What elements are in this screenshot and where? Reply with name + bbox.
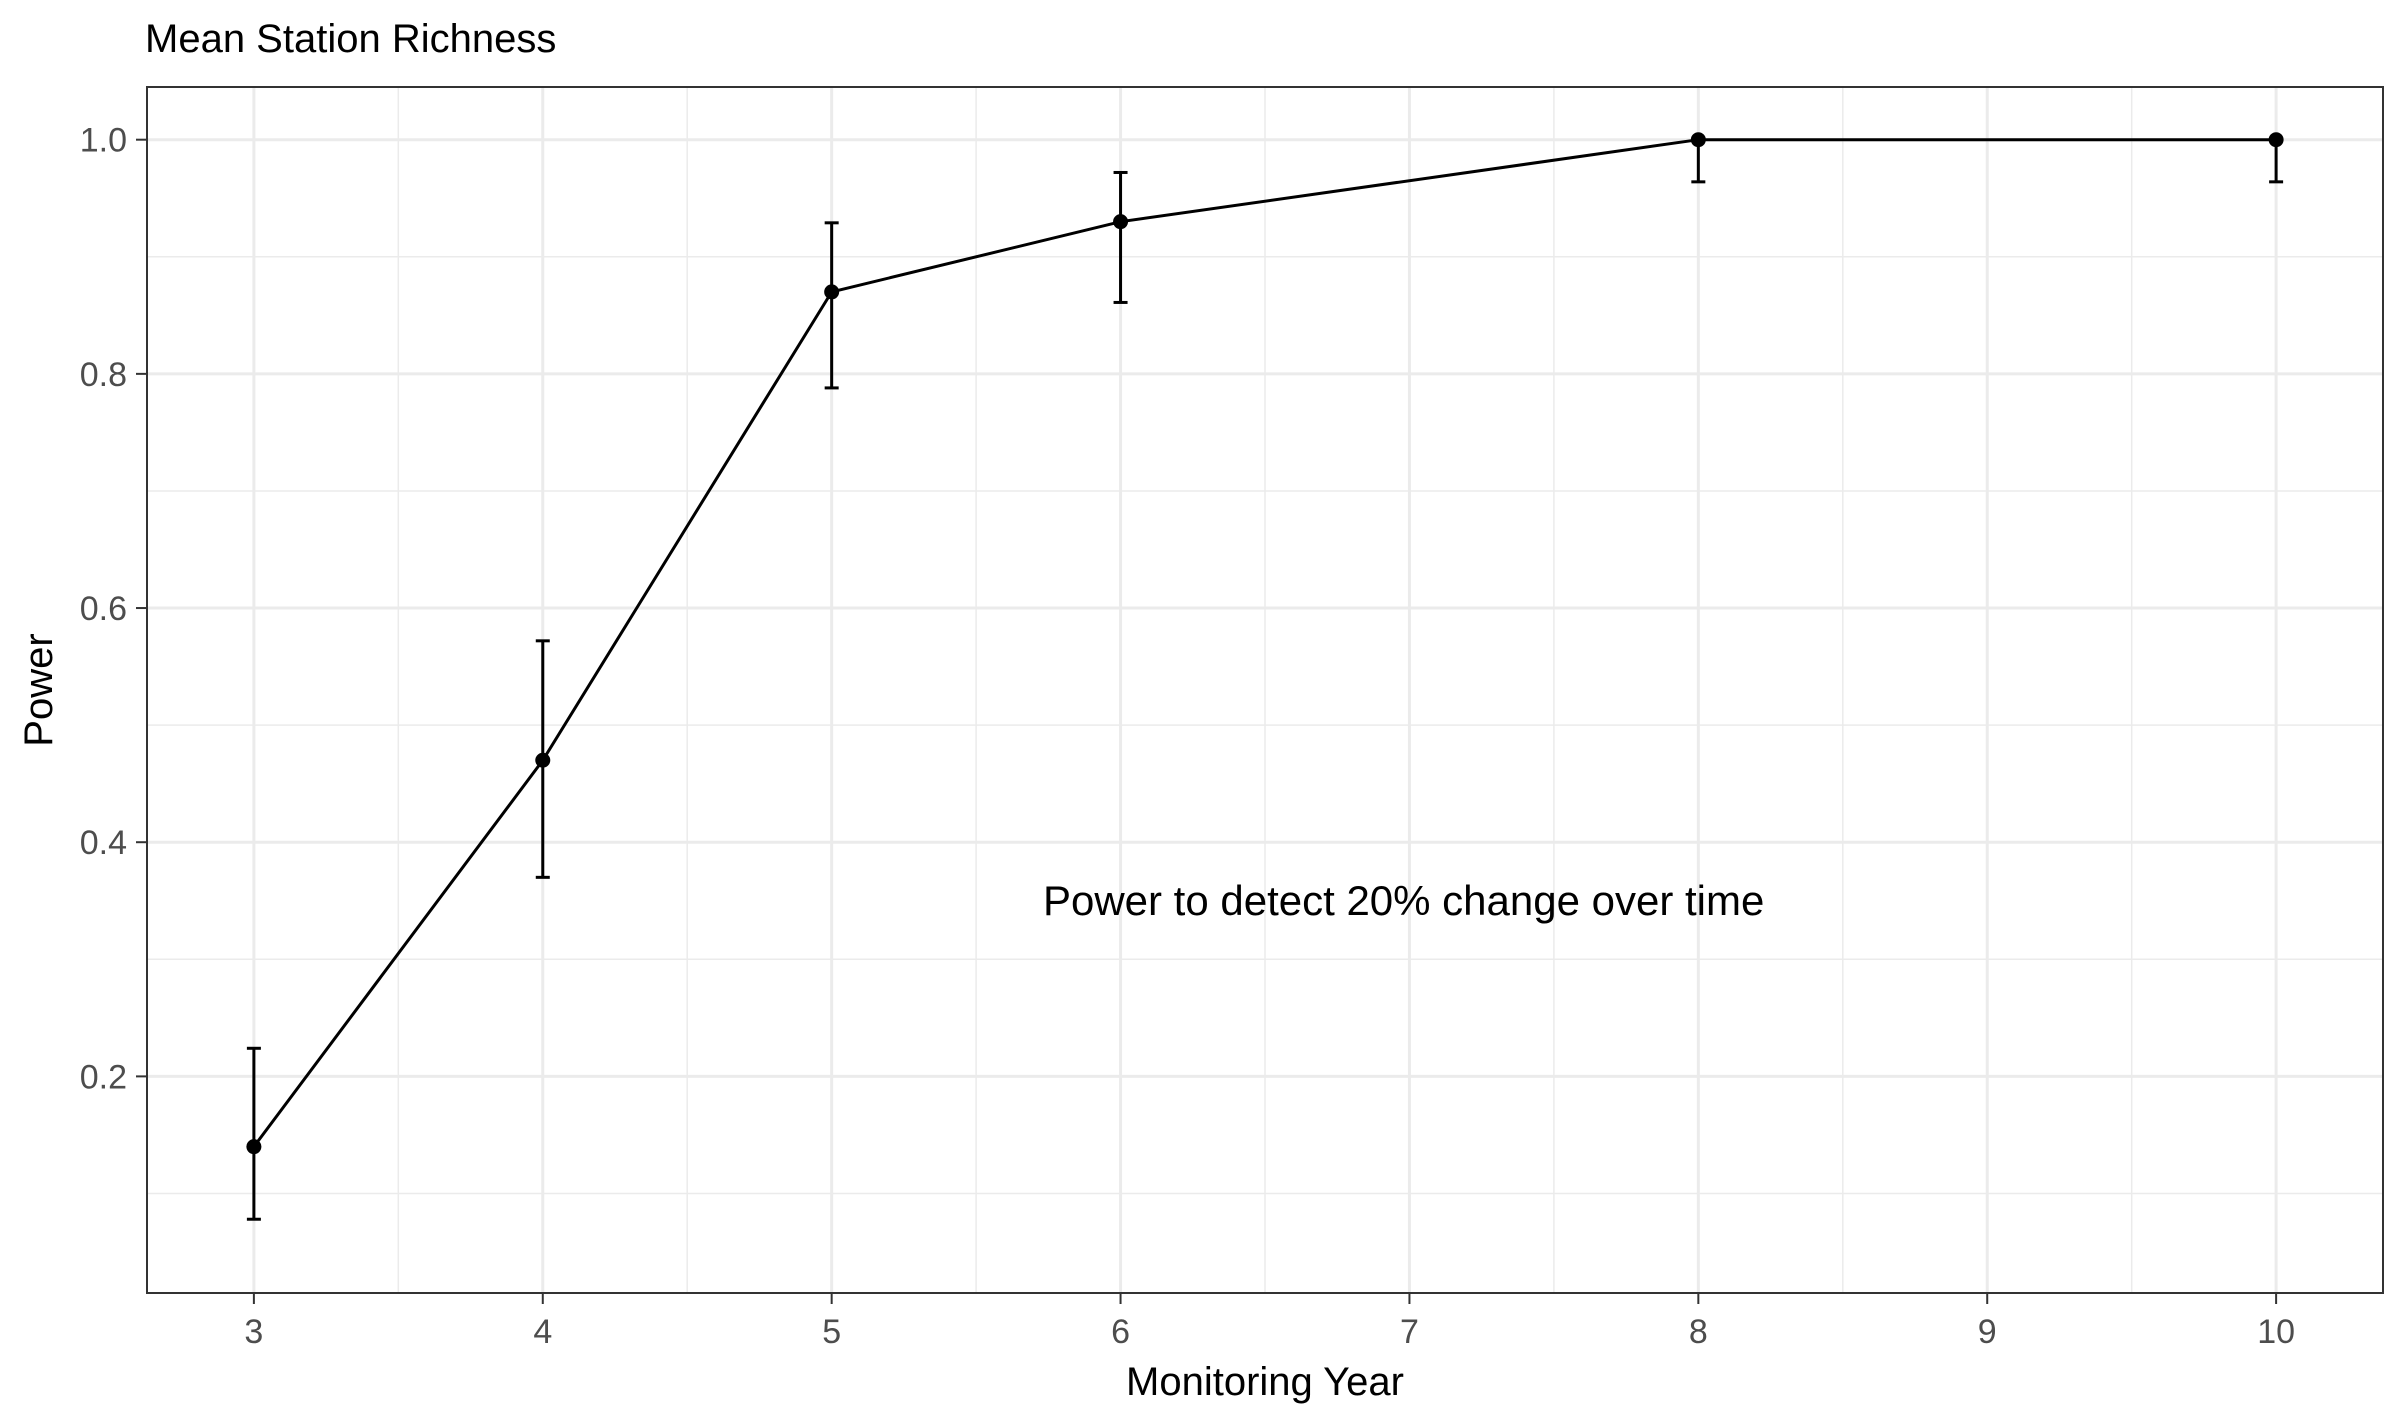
y-axis-label: Power [17, 633, 61, 746]
data-point [246, 1139, 262, 1155]
y-tick-label: 0.8 [80, 356, 127, 394]
x-tick-label: 4 [533, 1313, 552, 1351]
x-tick-label: 3 [244, 1313, 263, 1351]
data-point [1113, 214, 1129, 230]
y-tick-label: 0.6 [80, 590, 127, 628]
x-tick-label: 9 [1978, 1313, 1997, 1351]
x-tick-label: 10 [2257, 1313, 2295, 1351]
y-tick-label: 1.0 [80, 122, 127, 160]
x-tick-label: 6 [1111, 1313, 1130, 1351]
x-tick-label: 8 [1689, 1313, 1708, 1351]
chart-title: Mean Station Richness [145, 17, 556, 61]
chart-annotation: Power to detect 20% change over time [1043, 877, 1764, 924]
x-axis-label: Monitoring Year [1126, 1360, 1404, 1404]
axis-layer: 3 4 5 6 7 8 9 10 0.2 0.4 0.6 0.8 1.0 [80, 122, 2295, 1351]
data-point [2268, 132, 2284, 148]
data-point [535, 752, 551, 768]
x-tick-label: 5 [822, 1313, 841, 1351]
series-layer [246, 132, 2284, 1221]
minor-gridlines [147, 87, 2383, 1293]
x-tick-label: 7 [1400, 1313, 1419, 1351]
data-point [824, 284, 840, 300]
y-tick-label: 0.2 [80, 1058, 127, 1096]
y-tick-label: 0.4 [80, 824, 127, 862]
series-line [252, 138, 2277, 1148]
data-point [1690, 132, 1706, 148]
panel-border [146, 86, 2384, 1294]
